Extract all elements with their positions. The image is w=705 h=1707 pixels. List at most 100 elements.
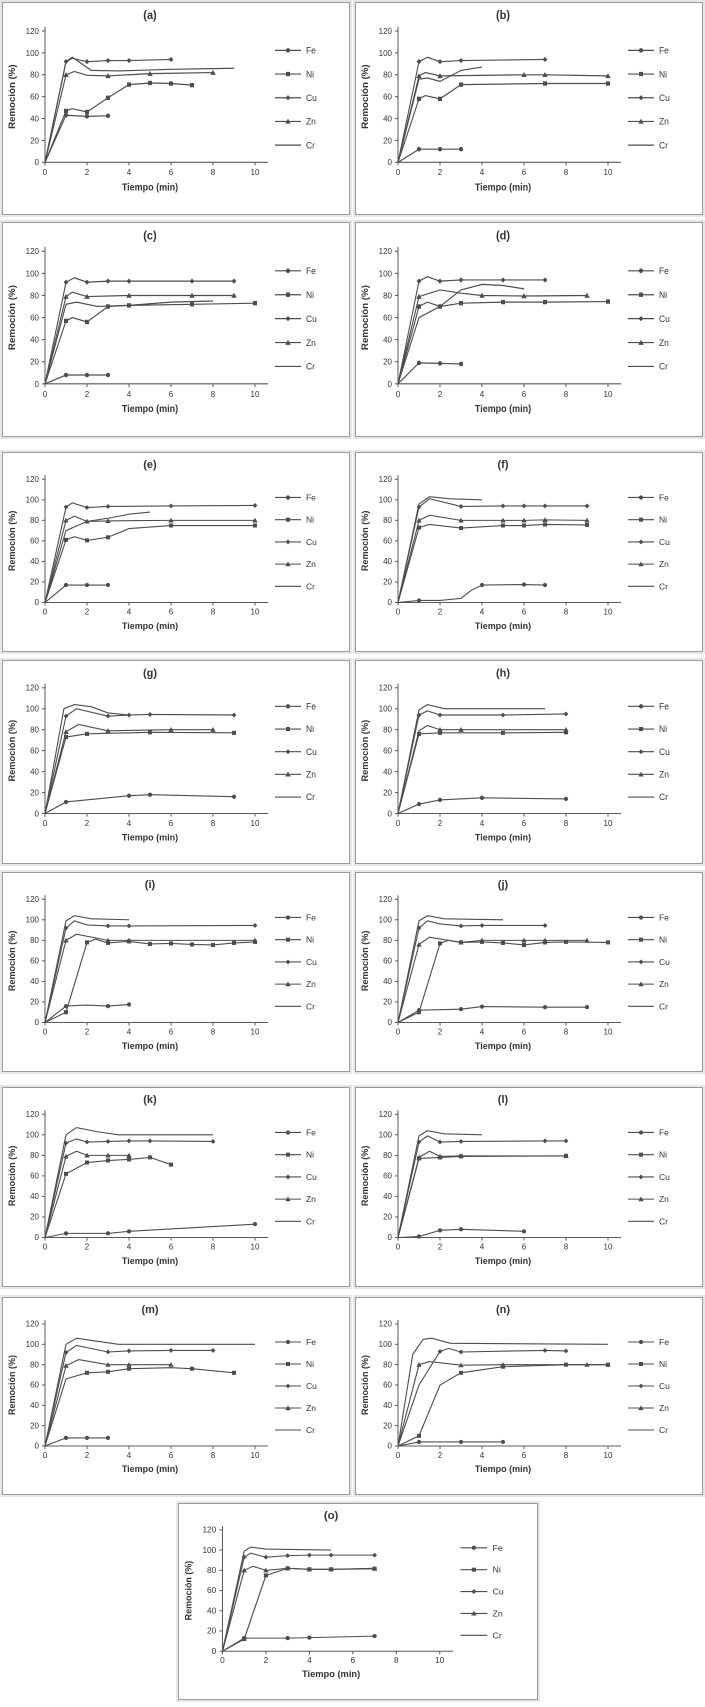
svg-text:Ni: Ni bbox=[659, 290, 667, 300]
svg-text:4: 4 bbox=[307, 1656, 312, 1665]
svg-text:Zn: Zn bbox=[306, 769, 316, 779]
svg-text:Fe: Fe bbox=[306, 45, 316, 55]
svg-text:80: 80 bbox=[30, 290, 39, 300]
svg-text:2: 2 bbox=[438, 1243, 443, 1252]
svg-text:80: 80 bbox=[30, 69, 39, 79]
svg-text:Tiempo (min): Tiempo (min) bbox=[122, 1041, 178, 1051]
svg-text:120: 120 bbox=[26, 246, 40, 256]
svg-text:Zn: Zn bbox=[306, 116, 316, 126]
chart-panel-l: (l) 0 20 40 60 80 100 120 0 2 4 6 8 10 Tiempo (min) Rem… bbox=[355, 1087, 703, 1287]
svg-text:Cu: Cu bbox=[659, 1172, 670, 1182]
svg-text:40: 40 bbox=[383, 1401, 392, 1410]
svg-text:0: 0 bbox=[396, 1028, 401, 1037]
svg-text:Ni: Ni bbox=[659, 935, 667, 945]
svg-text:120: 120 bbox=[26, 895, 40, 904]
svg-text:40: 40 bbox=[30, 1401, 39, 1410]
svg-text:2: 2 bbox=[85, 1028, 90, 1037]
svg-text:0: 0 bbox=[35, 378, 40, 388]
chart-panel-i: (i) 0 20 40 60 80 100 120 0 2 4 6 8 10 Tiempo (min) Rem… bbox=[2, 872, 350, 1072]
svg-text:100: 100 bbox=[26, 915, 40, 924]
svg-text:0: 0 bbox=[43, 819, 48, 828]
svg-text:Remoción (%): Remoción (%) bbox=[359, 285, 370, 350]
svg-text:8: 8 bbox=[211, 1028, 216, 1037]
svg-text:40: 40 bbox=[383, 334, 392, 344]
svg-text:Cr: Cr bbox=[306, 581, 315, 591]
svg-text:60: 60 bbox=[383, 1172, 392, 1181]
svg-text:2: 2 bbox=[438, 167, 443, 177]
svg-text:8: 8 bbox=[211, 1451, 216, 1460]
svg-text:60: 60 bbox=[30, 1381, 39, 1390]
svg-text:100: 100 bbox=[379, 1130, 393, 1139]
svg-text:100: 100 bbox=[379, 704, 393, 713]
svg-text:80: 80 bbox=[30, 936, 39, 945]
svg-text:Cr: Cr bbox=[659, 1425, 668, 1435]
svg-text:60: 60 bbox=[383, 91, 392, 101]
svg-text:Cr: Cr bbox=[659, 581, 668, 591]
svg-text:80: 80 bbox=[383, 936, 392, 945]
svg-text:(l): (l) bbox=[498, 1094, 509, 1106]
chart-panel-g: (g) 0 20 40 60 80 100 120 0 2 4 6 8 10 Tiempo (min) Rem… bbox=[2, 660, 350, 864]
svg-text:Cr: Cr bbox=[493, 1630, 502, 1640]
chart-panel-e: (e) 0 20 40 60 80 100 120 0 2 4 6 8 10 Tiempo (min) Rem… bbox=[2, 452, 350, 652]
svg-text:20: 20 bbox=[383, 788, 392, 797]
svg-text:Fe: Fe bbox=[659, 45, 669, 55]
svg-text:(n): (n) bbox=[496, 1304, 510, 1316]
svg-text:0: 0 bbox=[212, 1647, 217, 1656]
svg-text:Ni: Ni bbox=[659, 515, 667, 525]
svg-text:Cr: Cr bbox=[659, 1216, 668, 1226]
svg-text:80: 80 bbox=[30, 725, 39, 734]
svg-text:6: 6 bbox=[522, 167, 527, 177]
svg-text:100: 100 bbox=[202, 1546, 216, 1555]
svg-text:Cu: Cu bbox=[306, 1381, 317, 1391]
svg-text:100: 100 bbox=[26, 1130, 40, 1139]
svg-text:0: 0 bbox=[35, 1018, 40, 1027]
svg-text:100: 100 bbox=[379, 915, 393, 924]
svg-text:Cu: Cu bbox=[306, 957, 317, 967]
chart-canvas: (d) 0 20 40 60 80 100 120 0 2 4 6 8 10 Tiempo (min) Rem… bbox=[356, 223, 702, 436]
svg-text:0: 0 bbox=[388, 1018, 393, 1027]
svg-text:4: 4 bbox=[127, 608, 132, 617]
svg-text:Zn: Zn bbox=[306, 979, 316, 989]
svg-text:(h): (h) bbox=[496, 667, 510, 679]
svg-text:40: 40 bbox=[383, 1192, 392, 1201]
svg-text:8: 8 bbox=[564, 389, 569, 399]
svg-text:Tiempo (min): Tiempo (min) bbox=[122, 1256, 178, 1266]
svg-text:Cr: Cr bbox=[659, 361, 668, 371]
chart-canvas: (a) 0 20 40 60 80 100 120 0 2 4 6 8 10 Tiempo (min) Rem… bbox=[3, 3, 349, 214]
svg-text:Remoción (%): Remoción (%) bbox=[360, 64, 370, 129]
svg-text:10: 10 bbox=[604, 1028, 613, 1037]
svg-text:Cr: Cr bbox=[306, 361, 315, 371]
svg-text:Remoción (%): Remoción (%) bbox=[7, 720, 17, 782]
svg-text:Zn: Zn bbox=[659, 337, 669, 347]
chart-panel-c: (c) 0 20 40 60 80 100 120 0 2 4 6 8 10 Tiempo (min) Rem… bbox=[2, 222, 350, 437]
svg-text:10: 10 bbox=[251, 819, 260, 828]
svg-text:80: 80 bbox=[383, 1360, 392, 1369]
svg-text:8: 8 bbox=[211, 167, 216, 177]
svg-text:Tiempo (min): Tiempo (min) bbox=[122, 403, 178, 414]
svg-text:6: 6 bbox=[169, 1028, 174, 1037]
chart-panel-d: (d) 0 20 40 60 80 100 120 0 2 4 6 8 10 Tiempo (min) Rem… bbox=[355, 222, 703, 437]
chart-panel-b: (b) 0 20 40 60 80 100 120 0 2 4 6 8 10 Tiempo (min) Rem… bbox=[355, 2, 703, 215]
svg-text:Ni: Ni bbox=[306, 515, 314, 525]
svg-text:0: 0 bbox=[396, 608, 401, 617]
chart-canvas: (k) 0 20 40 60 80 100 120 0 2 4 6 8 10 Tiempo (min) Rem… bbox=[3, 1088, 349, 1286]
svg-text:100: 100 bbox=[379, 47, 393, 57]
svg-text:120: 120 bbox=[202, 1526, 216, 1535]
svg-text:2: 2 bbox=[438, 819, 443, 828]
svg-text:80: 80 bbox=[383, 725, 392, 734]
svg-text:Ni: Ni bbox=[306, 1359, 314, 1369]
svg-text:10: 10 bbox=[604, 1243, 613, 1252]
svg-text:4: 4 bbox=[127, 1243, 132, 1252]
svg-text:4: 4 bbox=[480, 819, 485, 828]
svg-text:Cu: Cu bbox=[306, 93, 317, 103]
svg-text:40: 40 bbox=[30, 113, 39, 123]
svg-text:6: 6 bbox=[169, 1451, 174, 1460]
svg-text:8: 8 bbox=[564, 819, 569, 828]
svg-text:Cr: Cr bbox=[306, 1001, 315, 1011]
svg-text:Fe: Fe bbox=[659, 912, 669, 922]
svg-text:Cu: Cu bbox=[493, 1587, 504, 1597]
svg-text:Fe: Fe bbox=[659, 701, 669, 711]
svg-text:0: 0 bbox=[220, 1656, 225, 1665]
chart-panel-a: (a) 0 20 40 60 80 100 120 0 2 4 6 8 10 Tiempo (min) Rem… bbox=[2, 2, 350, 215]
svg-text:Zn: Zn bbox=[306, 1403, 316, 1413]
